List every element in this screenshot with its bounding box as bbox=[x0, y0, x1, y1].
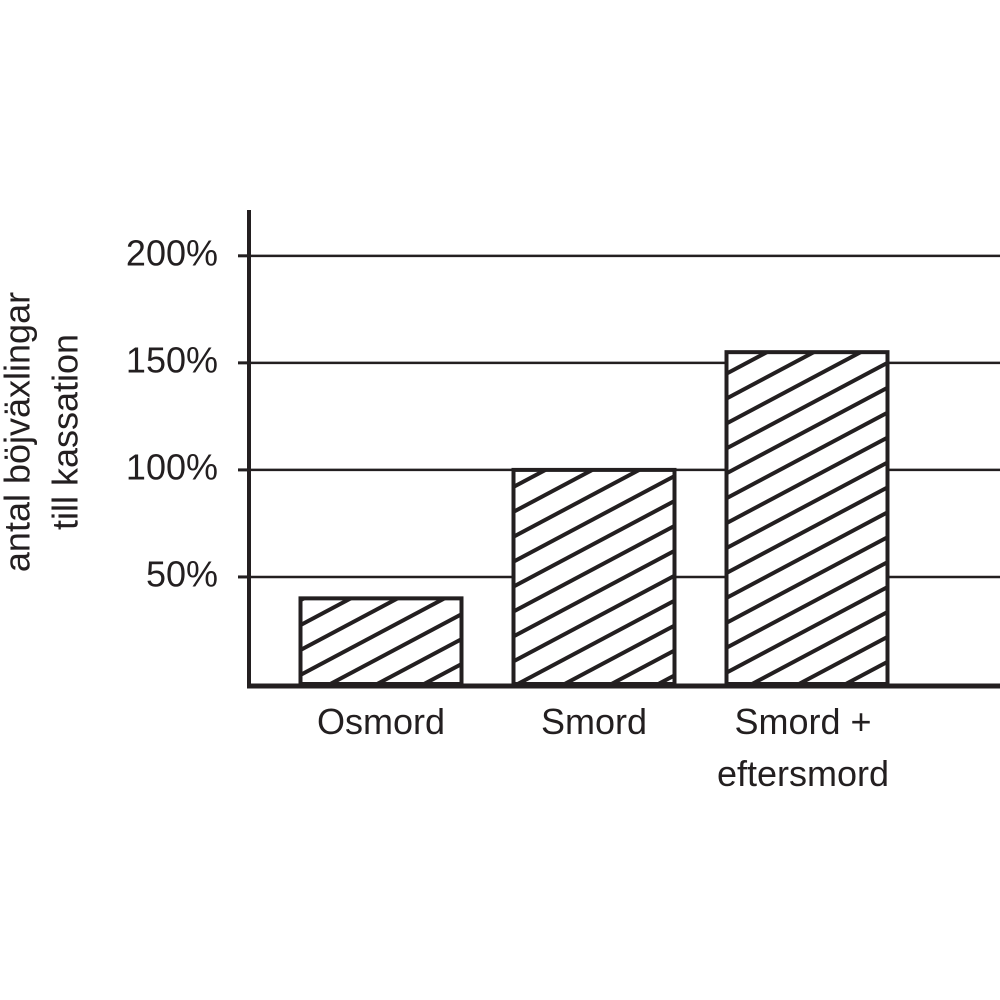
x-tick-label: Smord + eftersmord bbox=[716, 701, 890, 794]
bar bbox=[298, 596, 464, 687]
bar bbox=[724, 350, 890, 686]
y-tick-label: 100% bbox=[126, 446, 218, 487]
x-tick-label: Osmord bbox=[316, 701, 446, 742]
y-axis-title: till kassation bbox=[45, 334, 86, 530]
x-tick-label: Smord bbox=[540, 701, 648, 742]
y-tick-label: 150% bbox=[126, 339, 218, 380]
bar bbox=[511, 467, 677, 686]
y-tick-label: 200% bbox=[126, 232, 218, 273]
y-axis-title: antal böjväxlingar bbox=[0, 292, 38, 572]
y-tick-label: 50% bbox=[146, 553, 218, 594]
